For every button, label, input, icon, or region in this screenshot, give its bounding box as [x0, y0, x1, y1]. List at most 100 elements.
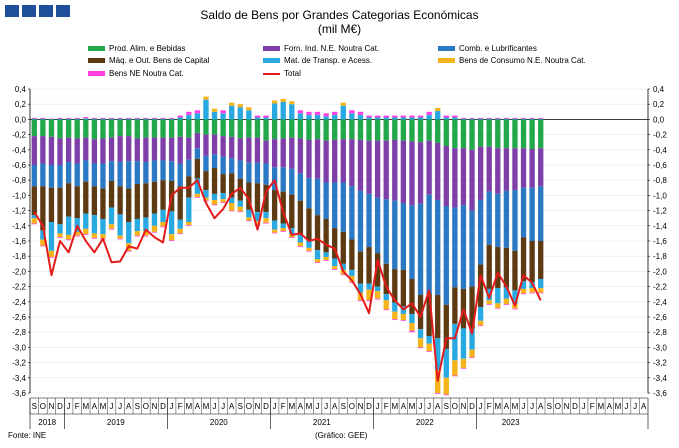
x-month-label: A: [92, 402, 98, 411]
bar-segment-capital: [495, 247, 501, 289]
bar-segment-other: [31, 223, 37, 225]
bar-segment-capital: [297, 200, 304, 235]
x-month-label: J: [67, 402, 71, 411]
x-month-label: D: [57, 402, 63, 411]
x-month-label: F: [487, 402, 492, 411]
x-month-label: A: [504, 402, 510, 411]
x-month-label: A: [298, 402, 304, 411]
bar-segment-positive-transport: [254, 117, 261, 120]
legend-swatch-transport: [263, 58, 280, 63]
bar-segment-other: [143, 235, 149, 237]
bar-segment-capital: [443, 304, 449, 349]
bar-segment-fuel: [400, 203, 407, 270]
bar-segment-positive-transport: [340, 105, 346, 120]
bar-segment-positive-top: [289, 101, 295, 105]
x-month-label: O: [349, 402, 355, 411]
bar-segment-consumer: [417, 338, 424, 348]
bar-segment-fuel: [254, 162, 261, 184]
bar-segment-capital: [477, 264, 484, 308]
bar-segment-industrial: [306, 139, 312, 178]
bar-segment-transport: [366, 283, 372, 290]
bar-segment-food: [220, 119, 226, 137]
x-month-label: M: [494, 402, 501, 411]
y-tick-label-right: 0,2: [653, 100, 665, 109]
bar-segment-transport: [229, 197, 235, 203]
logo-square-2: [22, 5, 36, 17]
bar-segment-consumer: [400, 313, 407, 321]
bar-segment-consumer: [374, 291, 381, 299]
bar-segment-positive-top: [366, 115, 372, 118]
bar-segment-industrial: [31, 136, 37, 165]
bar-segment-consumer: [229, 203, 235, 211]
x-year-label: 2021: [313, 418, 331, 427]
bar-segment-industrial: [400, 140, 407, 203]
bar-segment-fuel: [486, 191, 492, 245]
bar-segment-other: [460, 367, 467, 369]
bar-segment-industrial: [177, 136, 183, 164]
bar-segment-food: [263, 119, 269, 141]
x-month-label: S: [444, 402, 449, 411]
bar-segment-industrial: [57, 138, 63, 165]
bar-segment-transport: [280, 223, 286, 229]
bar-segment-capital: [194, 158, 201, 179]
x-year-label: 2018: [38, 418, 56, 427]
bar-segment-transport: [177, 219, 183, 229]
bar-segment-positive-transport: [469, 118, 475, 120]
bar-segment-industrial: [426, 140, 432, 195]
bar-segment-positive-transport: [323, 116, 329, 120]
bar-segment-fuel: [297, 173, 304, 201]
bar-segment-transport: [271, 220, 278, 230]
bar-segment-food: [237, 119, 243, 139]
y-tick-label-right: -3,4: [653, 374, 667, 383]
chart-title-block: Saldo de Bens por Grandes Categorias Eco…: [0, 8, 679, 36]
bar-segment-other: [435, 393, 441, 394]
bar-segment-consumer: [529, 288, 535, 293]
bar-segment-other: [83, 234, 89, 235]
bar-segment-fuel: [186, 159, 192, 177]
x-month-label: M: [391, 402, 398, 411]
bar-segment-transport: [340, 263, 346, 270]
bar-segment-food: [520, 119, 527, 149]
bar-segment-transport: [108, 207, 115, 225]
bar-segment-other: [177, 233, 183, 235]
chart-subtitle: (mil M€): [317, 22, 362, 36]
bar-segment-food: [280, 119, 286, 139]
x-month-label: O: [143, 402, 149, 411]
bar-segment-capital: [417, 294, 424, 330]
bar-segment-fuel: [134, 161, 140, 184]
x-month-label: S: [238, 402, 243, 411]
bar-segment-industrial: [263, 140, 269, 164]
bar-segment-consumer: [495, 303, 501, 308]
bar-segment-transport: [409, 313, 415, 324]
bar-segment-positive-top: [280, 98, 286, 102]
bar-segment-consumer: [117, 235, 123, 239]
bar-segment-consumer: [48, 250, 55, 257]
bar-segment-industrial: [529, 149, 535, 188]
bar-segment-positive-transport: [186, 114, 192, 120]
bar-segment-consumer: [383, 300, 389, 310]
bar-segment-transport: [392, 302, 398, 312]
bar-segment-capital: [31, 186, 37, 216]
bar-segment-industrial: [409, 141, 415, 206]
bar-segment-industrial: [323, 140, 329, 183]
bar-segment-capital: [409, 279, 415, 314]
bar-segment-consumer: [349, 275, 355, 283]
bar-segment-positive-transport: [271, 103, 278, 120]
x-month-label: O: [452, 402, 458, 411]
bar-segment-positive-transport: [151, 118, 158, 120]
bar-segment-other: [74, 235, 80, 237]
x-month-label: J: [213, 402, 217, 411]
bar-segment-other: [392, 319, 398, 321]
bar-segment-consumer: [168, 234, 175, 241]
x-month-label: O: [40, 402, 46, 411]
bar-segment-transport: [220, 193, 226, 200]
bar-segment-capital: [538, 241, 544, 279]
bar-segment-capital: [65, 183, 72, 217]
bar-segment-food: [349, 119, 355, 140]
bar-segment-food: [177, 119, 183, 137]
bar-segment-industrial: [74, 138, 80, 164]
bar-segment-food: [512, 119, 518, 149]
bar-segment-fuel: [323, 182, 329, 219]
bar-segment-capital: [203, 171, 209, 191]
bar-segment-food: [108, 119, 115, 138]
